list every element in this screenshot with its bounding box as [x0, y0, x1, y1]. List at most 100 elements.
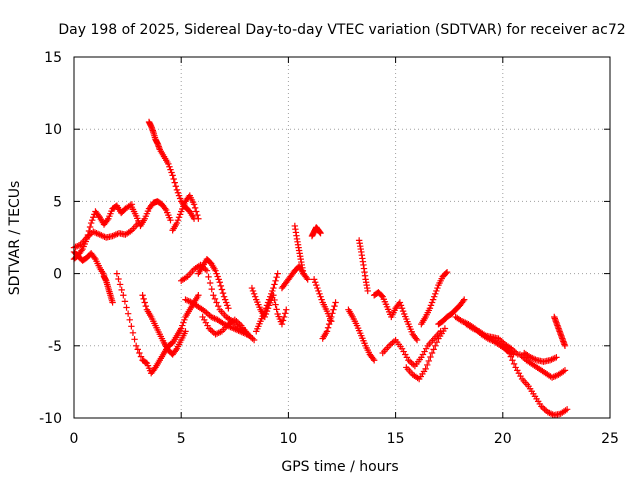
- data-point: [428, 299, 436, 306]
- data-point: [563, 406, 571, 413]
- data-point: [328, 313, 335, 321]
- data-point: [422, 365, 429, 373]
- data-point: [220, 293, 228, 300]
- data-point: [547, 410, 555, 417]
- series-arc-15: [253, 270, 281, 335]
- data-point: [272, 277, 279, 285]
- data-point: [273, 306, 280, 313]
- series-arc-16: [278, 263, 311, 292]
- data-point: [132, 342, 140, 349]
- data-point: [199, 313, 206, 321]
- data-point: [166, 163, 173, 170]
- data-point: [271, 296, 278, 304]
- data-point: [214, 273, 221, 280]
- data-point: [170, 175, 177, 183]
- data-point: [405, 357, 412, 364]
- data-point: [443, 268, 451, 276]
- series-arc-29: [463, 320, 522, 358]
- data-point: [268, 290, 275, 298]
- series-arc-19: [310, 276, 335, 325]
- data-point: [115, 275, 122, 283]
- data-point: [205, 325, 213, 332]
- data-point: [141, 299, 148, 306]
- series-arc-18: [308, 224, 324, 240]
- x-axis-label: GPS time / hours: [281, 459, 398, 475]
- data-point: [131, 336, 138, 343]
- data-point: [561, 342, 569, 349]
- x-tick-label: 25: [601, 431, 619, 447]
- series-arc-2: [70, 201, 136, 263]
- data-point: [269, 287, 276, 295]
- data-point: [180, 319, 187, 326]
- data-point: [274, 270, 281, 277]
- data-point: [430, 346, 437, 353]
- data-point: [561, 367, 569, 374]
- series-arc-32: [521, 349, 560, 365]
- data-point: [400, 348, 407, 355]
- y-tick-label: -5: [48, 339, 62, 355]
- y-tick-label: 0: [53, 267, 62, 283]
- series-arc-4: [100, 273, 116, 306]
- data-point: [509, 357, 516, 364]
- data-point: [283, 306, 290, 313]
- series-arc-27: [435, 296, 468, 328]
- data-point: [390, 338, 398, 345]
- series-arc-10: [178, 261, 249, 335]
- series-arc-25: [403, 325, 449, 383]
- data-point: [389, 339, 396, 347]
- data-point: [329, 310, 336, 317]
- data-point: [190, 201, 198, 208]
- data-point: [137, 353, 145, 360]
- data-point: [173, 219, 181, 227]
- data-point: [165, 160, 172, 168]
- data-point: [323, 328, 331, 335]
- data-point: [316, 290, 323, 298]
- data-point: [140, 295, 147, 303]
- data-point: [139, 292, 146, 299]
- data-point: [250, 336, 258, 344]
- data-point: [219, 289, 227, 297]
- data-point: [424, 361, 431, 369]
- data-point: [193, 208, 200, 215]
- data-point: [313, 281, 320, 289]
- data-point: [113, 270, 121, 277]
- data-point: [378, 292, 385, 299]
- data-point: [212, 267, 219, 274]
- series-arc-33: [551, 313, 569, 349]
- data-point: [204, 310, 212, 318]
- data-point: [324, 324, 332, 331]
- data-point: [89, 216, 96, 224]
- data-point: [250, 290, 258, 298]
- data-point: [369, 355, 377, 362]
- data-point: [142, 302, 150, 310]
- data-point: [104, 216, 111, 224]
- data-point: [206, 279, 214, 287]
- x-tick-label: 15: [387, 431, 405, 447]
- data-point: [182, 328, 189, 335]
- data-point: [303, 274, 310, 282]
- data-point: [432, 290, 439, 298]
- series-arc-9: [169, 192, 202, 234]
- data-point: [90, 214, 97, 221]
- data-point: [151, 365, 158, 373]
- data-point: [317, 293, 324, 300]
- data-point: [398, 305, 406, 312]
- data-point: [120, 292, 127, 299]
- data-point: [515, 370, 523, 377]
- data-point: [265, 296, 273, 303]
- data-point: [171, 179, 178, 186]
- data-point: [223, 299, 230, 306]
- data-point: [410, 361, 417, 368]
- y-tick-label: -10: [39, 411, 62, 427]
- data-point: [434, 284, 441, 292]
- data-point: [318, 296, 325, 303]
- data-point: [123, 304, 130, 311]
- series-arc-17: [291, 222, 307, 277]
- data-point: [433, 287, 440, 295]
- data-point: [413, 336, 421, 344]
- data-point: [216, 279, 223, 286]
- data-point: [459, 297, 467, 305]
- data-point: [116, 281, 124, 288]
- data-point: [208, 285, 215, 293]
- data-point: [91, 254, 98, 261]
